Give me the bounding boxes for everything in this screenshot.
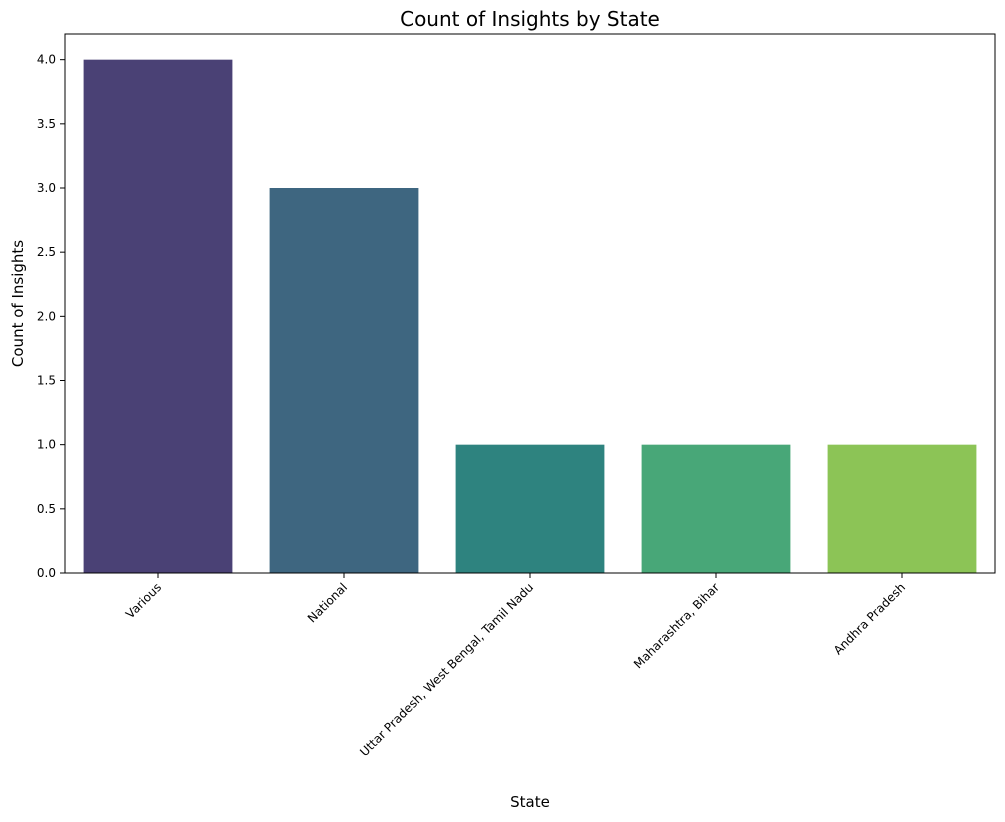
plot-area xyxy=(83,59,977,574)
y-tick-label: 2.0 xyxy=(37,309,56,323)
x-tick-label: Various xyxy=(123,580,164,621)
y-axis-label: Count of Insights xyxy=(9,240,27,367)
y-tick-label: 2.5 xyxy=(37,245,56,259)
bar xyxy=(641,444,791,573)
x-axis-label: State xyxy=(510,793,550,811)
y-tick-label: 3.0 xyxy=(37,181,56,195)
y-axis: 0.0 0.5 1.0 1.5 2.0 2.5 3.0 3.5 4.0 xyxy=(37,53,65,580)
bar xyxy=(827,444,977,573)
y-tick-label: 4.0 xyxy=(37,53,56,67)
x-tick-label: Uttar Pradesh, West Bengal, Tamil Nadu xyxy=(357,580,536,759)
bar xyxy=(269,188,419,573)
plot-frame xyxy=(64,33,996,574)
y-tick-label: 0.5 xyxy=(37,502,56,516)
x-tick-label: National xyxy=(305,580,350,625)
chart-title: Count of Insights by State xyxy=(400,7,660,31)
x-axis: Various National Uttar Pradesh, West Benga… xyxy=(123,573,908,759)
y-tick-label: 0.0 xyxy=(37,566,56,580)
x-tick-label: Maharashtra, Bihar xyxy=(631,580,722,671)
bar xyxy=(455,444,605,573)
y-tick-label: 1.5 xyxy=(37,374,56,388)
x-tick-label: Andhra Pradesh xyxy=(831,580,908,657)
bar xyxy=(83,59,233,574)
y-tick-label: 1.0 xyxy=(37,438,56,452)
y-tick-label: 3.5 xyxy=(37,117,56,131)
